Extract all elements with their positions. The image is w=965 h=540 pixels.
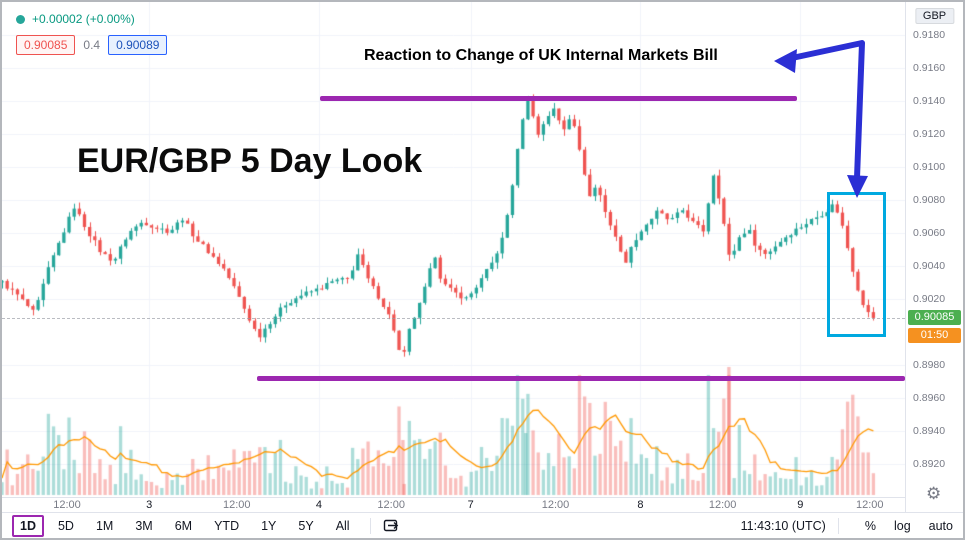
price-tick-label: 0.9180 [913, 29, 946, 41]
ask-price-box[interactable]: 0.90089 [108, 35, 168, 55]
toolbar-divider [369, 517, 371, 534]
resistance-line[interactable] [319, 95, 797, 101]
range-button-1Y[interactable]: 1Y [261, 518, 277, 533]
price-tick-label: 0.8960 [913, 392, 946, 404]
price-tick-label: 0.8980 [913, 359, 946, 371]
time-tick-label: 12:00 [856, 499, 884, 511]
price-tick-label: 0.9100 [913, 161, 946, 173]
annotation-arrow[interactable] [762, 30, 882, 208]
currency-label: GBP [914, 8, 955, 24]
time-tick-label: 9 [797, 499, 804, 511]
range-button-YTD[interactable]: YTD [214, 518, 240, 533]
auto-scale-button[interactable]: auto [928, 518, 953, 533]
price-tick-label: 0.9040 [913, 260, 946, 272]
highlight-rectangle[interactable] [827, 191, 887, 337]
log-scale-button[interactable]: log [893, 518, 911, 533]
price-tick-label: 0.9160 [913, 62, 946, 74]
clock-utc[interactable]: 11:43:10 (UTC) [740, 518, 826, 533]
bar-countdown-label: 01:50 [908, 327, 961, 343]
time-tick-label: 12:00 [541, 499, 570, 511]
range-button-6M[interactable]: 6M [174, 518, 193, 533]
axis-separator [2, 497, 963, 498]
symbol-legend: +0.00002 (+0.00%) 0.90085 0.4 0.90089 [16, 10, 168, 55]
time-tick-label: 12:00 [708, 499, 737, 511]
settings-gear-icon[interactable]: ⚙ [926, 484, 942, 503]
candlestick-chart-canvas[interactable] [2, 2, 905, 497]
last-price-dotted-line [2, 318, 905, 319]
price-tick-label: 0.8920 [913, 458, 946, 470]
price-change-text: +0.00002 (+0.00%) [32, 12, 135, 26]
last-price-label: 0.90085 [908, 309, 961, 325]
time-tick-label: 4 [315, 499, 322, 511]
chart-pane[interactable]: +0.00002 (+0.00%) 0.90085 0.4 0.90089 EU… [2, 2, 905, 512]
price-tick-label: 0.9080 [913, 194, 946, 206]
series-marker-icon [16, 14, 25, 24]
range-button-All[interactable]: All [335, 518, 350, 533]
price-axis[interactable]: GBP 0.9180 0.9160 0.9140 0.9120 0.9100 0.9080… [905, 2, 963, 512]
support-line[interactable] [256, 376, 905, 382]
price-tick-label: 0.9120 [913, 128, 946, 140]
bid-price-box[interactable]: 0.90085 [16, 35, 76, 55]
time-tick-label: 12:00 [223, 499, 251, 511]
spread-value: 0.4 [83, 38, 101, 52]
percent-scale-button[interactable]: % [864, 518, 876, 533]
time-tick-label: 12:00 [53, 499, 81, 511]
time-tick-label: 12:00 [377, 499, 405, 511]
range-button-1D[interactable]: 1D [12, 514, 44, 537]
toolbar-divider [837, 517, 839, 534]
range-button-5D[interactable]: 5D [57, 518, 74, 533]
time-tick-label: 7 [467, 499, 474, 511]
price-tick-label: 0.8940 [913, 425, 946, 437]
chart-title-text: EUR/GBP 5 Day Look [77, 142, 423, 180]
time-axis[interactable]: 12:00 3 12:00 4 12:00 7 12:00 8 12:00 9 12:00 [2, 498, 905, 512]
range-button-1M[interactable]: 1M [95, 518, 114, 533]
time-tick-label: 8 [637, 499, 644, 511]
go-to-date-icon[interactable] [383, 518, 401, 533]
price-tick-label: 0.9060 [913, 227, 946, 239]
range-button-3M[interactable]: 3M [135, 518, 153, 533]
price-tick-label: 0.9140 [913, 95, 946, 107]
range-button-5Y[interactable]: 5Y [298, 518, 314, 533]
news-annotation-text: Reaction to Change of UK Internal Market… [364, 47, 718, 64]
range-selector: 1D 5D 1M 3M 6M YTD 1Y 5Y All [12, 514, 358, 537]
bottom-toolbar: 1D 5D 1M 3M 6M YTD 1Y 5Y All 11:43:10 (UTC) % lo… [2, 512, 963, 538]
time-tick-label: 3 [146, 499, 153, 511]
price-tick-label: 0.9020 [913, 293, 946, 305]
